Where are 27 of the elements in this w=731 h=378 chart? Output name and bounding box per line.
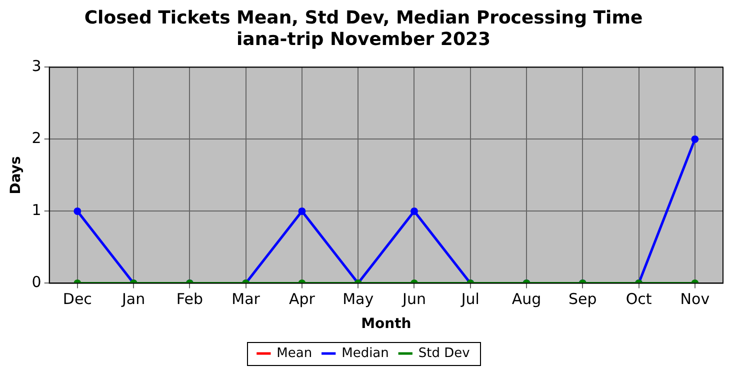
x-axis-title: Month [361, 316, 412, 332]
x-tick-label: Jan [120, 290, 146, 308]
point [410, 207, 418, 215]
y-axis-title: Days [8, 156, 24, 194]
x-tick-label: Jul [460, 290, 480, 308]
x-tick-label: Nov [680, 290, 710, 308]
chart-subtitle: iana-trip November 2023 [236, 29, 491, 50]
x-tick-label: Aug [512, 290, 542, 308]
legend-label: Std Dev [418, 346, 470, 361]
x-tick-label: Oct [626, 290, 652, 308]
x-tick-label: Jun [402, 290, 426, 308]
y-tick-label: 1 [32, 201, 42, 220]
legend-label: Mean [276, 346, 312, 361]
y-tick-label: 0 [32, 273, 42, 292]
y-tick-label: 3 [32, 57, 42, 76]
point [298, 207, 306, 215]
x-tick-label: Mar [232, 290, 261, 308]
y-tick-label: 2 [32, 129, 42, 148]
x-tick-label: Feb [176, 290, 203, 308]
x-tick-label: May [342, 290, 374, 308]
chart-title: Closed Tickets Mean, Std Dev, Median Processing Time [84, 7, 643, 28]
point [691, 135, 699, 143]
x-tick-label: Dec [62, 290, 92, 308]
x-tick-label: Sep [568, 290, 597, 308]
x-tick-label: Apr [288, 290, 316, 308]
legend-label: Median [342, 346, 389, 361]
point [74, 207, 82, 215]
